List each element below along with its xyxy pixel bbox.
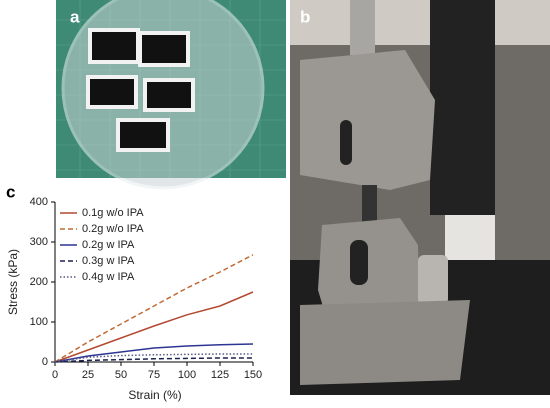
photo-a xyxy=(56,0,286,190)
legend-label: 0.4g w IPA xyxy=(82,271,135,283)
data-line xyxy=(54,254,254,363)
legend-label: 0.3g w IPA xyxy=(82,255,135,267)
data-line xyxy=(54,343,254,363)
x-tick-label: 50 xyxy=(115,369,127,381)
x-axis-label: Strain (%) xyxy=(128,388,181,402)
y-tick-label: 300 xyxy=(30,236,48,248)
photo-b xyxy=(290,0,550,395)
panel-label: c xyxy=(6,182,15,201)
legend-label: 0.1g w/o IPA xyxy=(82,207,144,219)
x-tick-label: 150 xyxy=(244,369,262,381)
data-line xyxy=(54,291,254,363)
y-tick-label: 400 xyxy=(30,196,48,208)
data-line xyxy=(54,353,253,363)
legend-label: 0.2g w IPA xyxy=(82,239,135,251)
y-tick-label: 200 xyxy=(30,276,48,288)
x-tick-label: 0 xyxy=(52,369,58,381)
y-axis-label: Stress (kPa) xyxy=(6,249,20,315)
y-tick-label: 100 xyxy=(30,316,48,328)
data-line xyxy=(54,357,253,363)
x-tick-label: 75 xyxy=(148,369,160,381)
panel-label: b xyxy=(300,7,310,26)
legend-label: 0.2g w/o IPA xyxy=(82,223,144,235)
x-tick-label: 25 xyxy=(82,369,94,381)
x-tick-label: 100 xyxy=(178,369,196,381)
panel-label: a xyxy=(70,7,80,26)
y-tick-label: 0 xyxy=(42,356,48,368)
x-tick-label: 125 xyxy=(211,369,229,381)
